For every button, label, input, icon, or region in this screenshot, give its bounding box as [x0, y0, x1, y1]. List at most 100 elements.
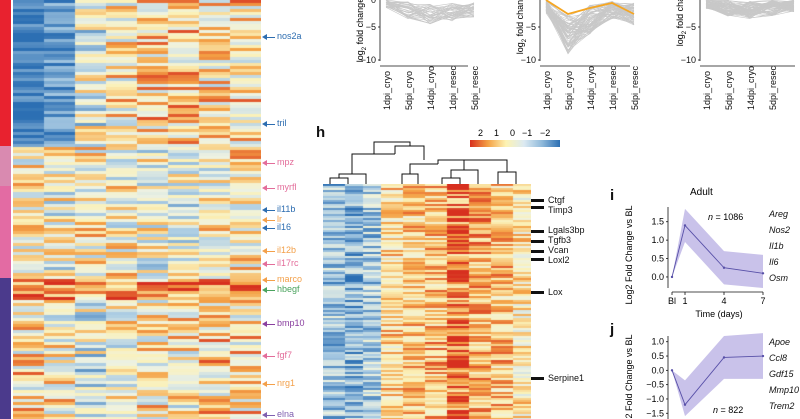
highlight-series-line	[545, 0, 635, 15]
series-line	[545, 2, 635, 32]
top-plot-2-xtick: 1dpi_resec	[608, 65, 618, 110]
series-line	[385, 1, 475, 14]
h-gene-label: Serpine1	[548, 373, 585, 383]
gene-label: myrfl	[277, 182, 297, 192]
top-plot-3-xtick: 5dpi_cryo	[724, 71, 734, 110]
panel-i-xlabel: Time (days)	[695, 309, 742, 319]
panel-j-gene: Mmp10	[769, 385, 800, 395]
h-gene-label: Lgals3bp	[548, 225, 585, 235]
top-plot-3-ylabel: log2 fold change	[675, 0, 688, 46]
gene-label: nos2a	[277, 31, 302, 41]
gene-marker	[531, 250, 544, 253]
gene-arrow	[262, 353, 275, 359]
top-plot-1-xtick: 14dpi_cryo	[426, 66, 436, 110]
series-line	[385, 7, 475, 20]
mean-line	[671, 355, 764, 406]
panel-i-gene: Il1b	[769, 241, 784, 251]
panel-j-gene: Ccl8	[769, 353, 788, 363]
series-line	[545, 12, 635, 46]
sidebar-cluster-pink	[0, 186, 11, 278]
top-plot-2-xtick: 1dpi_cryo	[542, 71, 552, 110]
panel-j-chart: Log2 Fold Change vs BL n = 822 1.0 0.5 0.0…	[624, 333, 765, 419]
panel-i-gene: Il6	[769, 257, 779, 267]
data-point	[722, 266, 726, 269]
series-line	[385, 2, 475, 21]
gene-arrow	[262, 321, 275, 327]
top-plot-1-ytick: −10	[361, 55, 376, 65]
top-plot-2-ylabel: log2 fold change	[515, 0, 528, 54]
gene-arrow	[262, 277, 275, 283]
top-plot-1-xtick: 1dpi_cryo	[382, 71, 392, 110]
y-tick-label: −1.0	[646, 394, 664, 404]
y-tick-label: 0.5	[651, 254, 664, 264]
gene-label: bmp10	[277, 318, 305, 328]
data-point	[722, 356, 726, 359]
top-plot-2-ytick: −5	[526, 22, 536, 32]
y-tick-label: 0.0	[651, 272, 664, 282]
panel-j-gene: Gdf15	[769, 369, 794, 379]
h-gene-label: Lox	[548, 287, 563, 297]
top-plot-3-xtick: 1dpi_cryo	[702, 71, 712, 110]
gene-arrow	[262, 412, 275, 418]
data-point	[683, 403, 687, 406]
y-tick-label: 0.0	[651, 365, 664, 375]
series-line	[705, 0, 795, 14]
series-line	[385, 6, 475, 19]
left-expression-heatmap	[13, 0, 261, 419]
gene-label: tril	[277, 118, 287, 128]
sidebar-cluster-purple	[0, 278, 11, 419]
top-plot-2: log2 fold change −5 −10 1dpi_cryo 5dpi_c…	[515, 0, 640, 110]
data-point	[761, 354, 765, 358]
gene-label: il17rc	[277, 258, 299, 268]
gene-arrow	[262, 225, 275, 231]
h-gene-label: Ctgf	[548, 195, 565, 205]
panel-i-n-annotation: n = 1086	[708, 212, 743, 222]
top-plot-1-ytick: −5	[366, 22, 376, 32]
gene-marker	[531, 230, 544, 233]
x-tick-label: 7	[760, 296, 765, 306]
top-plot-2-ytick: −10	[521, 55, 536, 65]
gene-label: nrg1	[277, 378, 296, 388]
gene-label: hbegf	[277, 284, 300, 294]
x-tick-label: Bl	[668, 296, 676, 306]
y-tick-label: −1.5	[646, 408, 664, 418]
x-tick-label: 1	[682, 296, 687, 306]
gene-arrow	[262, 34, 275, 40]
y-tick-label: 0.5	[651, 351, 664, 361]
series-line	[385, 1, 475, 19]
sidebar-cluster-red	[0, 0, 11, 146]
top-plot-1-ytick: 0	[371, 0, 376, 5]
top-plot-1-xtick: 1dpi_resec	[448, 65, 458, 110]
gene-label: fgf7	[277, 350, 293, 360]
panel-i-letter: i	[610, 187, 615, 204]
top-plot-3-xtick: 5dpi_resec	[768, 65, 778, 110]
series-line	[706, 0, 795, 12]
data-point	[761, 272, 765, 275]
series-line	[705, 0, 795, 19]
gene-arrow	[262, 207, 275, 213]
h-gene-label: Loxl2	[548, 255, 570, 265]
h-gene-label: Vcan	[548, 245, 569, 255]
confidence-band	[672, 333, 763, 417]
panel-h-dendrogram	[329, 141, 517, 184]
series-line	[385, 6, 475, 18]
series-line	[385, 1, 475, 25]
series-line	[545, 9, 635, 32]
legend-tick: −1	[522, 128, 533, 138]
sidebar-cluster-mauve	[0, 146, 11, 186]
gene-label: il12b	[277, 245, 297, 255]
series-line	[705, 2, 795, 8]
top-plot-1-xtick: 5dpi_resec	[470, 65, 480, 110]
top-plot-3-ytick: −10	[681, 55, 696, 65]
panel-i-gene: Areg	[769, 209, 789, 219]
panel-i-gene: Nos2	[769, 225, 791, 235]
gene-marker	[531, 258, 544, 261]
gene-arrow	[262, 261, 275, 267]
y-tick-label: 1.0	[651, 235, 664, 245]
panel-h-letter: h	[316, 124, 326, 141]
panel-j-gene: Trem2	[769, 401, 795, 411]
series-line	[705, 3, 795, 14]
panel-j-letter: j	[610, 321, 615, 338]
mean-line	[671, 224, 764, 278]
series-line	[706, 0, 795, 16]
